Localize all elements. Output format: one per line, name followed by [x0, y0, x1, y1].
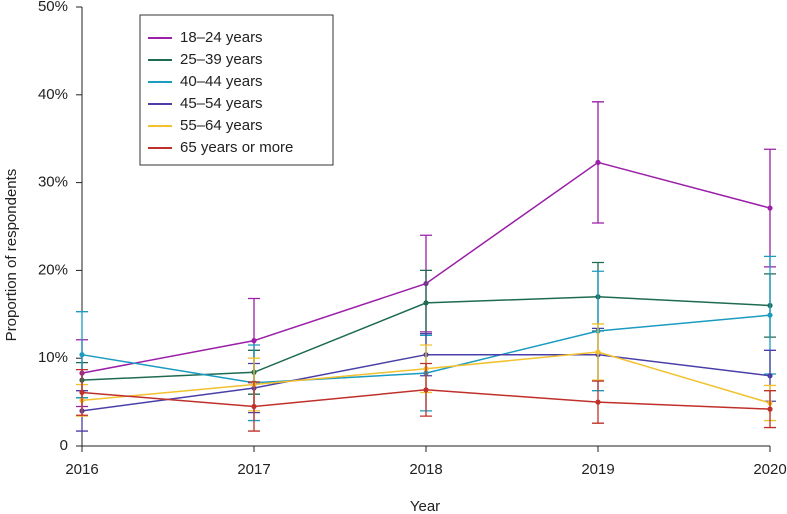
data-point [767, 205, 773, 211]
x-tick-label: 2016 [65, 461, 98, 478]
data-point [595, 399, 601, 405]
x-tick-label: 2018 [409, 461, 442, 478]
legend-box [139, 14, 334, 166]
y-tick-label: 10% [38, 349, 68, 366]
legend-label: 45–54 years [180, 95, 263, 112]
y-tick-label: 40% [38, 86, 68, 103]
y-axis-title: Proportion of respondents [3, 169, 20, 342]
legend-label: 55–64 years [180, 117, 263, 134]
data-point [767, 312, 773, 318]
legend-label: 65 years or more [180, 139, 293, 156]
x-tick-label: 2017 [237, 461, 270, 478]
y-tick-label: 50% [38, 0, 68, 15]
y-tick-label: 20% [38, 261, 68, 278]
x-axis-title: Year [410, 498, 440, 514]
legend-label: 25–39 years [180, 51, 263, 68]
data-point [595, 349, 601, 355]
data-point [251, 403, 257, 410]
x-tick-label: 2019 [581, 461, 614, 478]
data-point [79, 352, 85, 358]
x-tick-label: 2020 [753, 461, 786, 478]
y-tick-label: 0 [60, 437, 68, 454]
data-point [251, 338, 257, 344]
legend-label: 40–44 years [180, 73, 263, 90]
data-point [423, 387, 429, 393]
legend-label: 18–24 years [180, 29, 263, 46]
data-point [767, 373, 773, 379]
data-point [767, 406, 773, 412]
y-tick-label: 30% [38, 174, 68, 191]
data-point [79, 389, 85, 396]
data-point [423, 300, 429, 306]
data-point [595, 159, 601, 166]
